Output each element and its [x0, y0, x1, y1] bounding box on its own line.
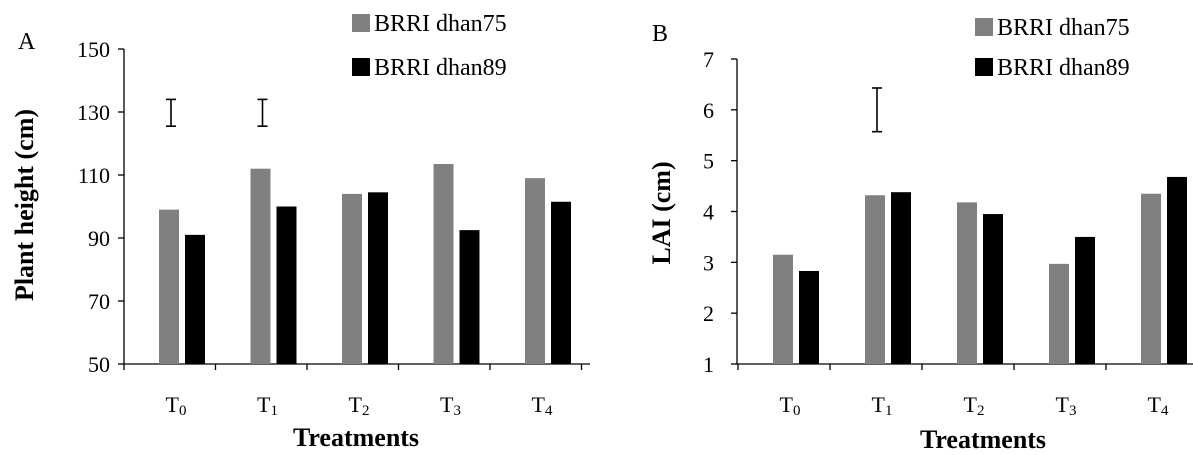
panel-label: A: [18, 29, 36, 55]
bar-series-2-t1: [891, 192, 911, 364]
y-tick-label: 3: [703, 250, 714, 275]
bar-series-2-t3: [1075, 236, 1095, 364]
x-tick-labels: T0 T1 T2 T3 T4: [166, 392, 553, 419]
x-tick-label: T1: [257, 392, 278, 419]
x-tick-label: T0: [166, 392, 187, 419]
error-bar-t0: [166, 98, 176, 127]
x-axis-title: Treatments: [920, 425, 1046, 454]
bar-series-2-t4: [1167, 176, 1187, 364]
error-bars: [166, 98, 268, 127]
x-tick-label: T3: [1056, 392, 1077, 419]
legend-label: BRRI dhan89: [997, 55, 1130, 81]
y-tick-label: 110: [78, 163, 110, 188]
y-tick-labels: 50 70 90 110 130 150: [77, 37, 110, 377]
bar-series-1-t4: [1141, 193, 1161, 364]
x-tick-labels: T0 T1 T2 T3 T4: [780, 392, 1169, 419]
legend-label: BRRI dhan75: [997, 15, 1130, 41]
y-tick-label: 4: [703, 200, 714, 225]
legend-swatch: [352, 58, 370, 76]
legend: BRRI dhan75 BRRI dhan89: [975, 15, 1130, 81]
y-tick-label: 7: [703, 47, 714, 72]
y-tick-label: 90: [88, 226, 110, 251]
y-tick-label: 5: [703, 149, 714, 174]
x-tick-label: T3: [440, 392, 461, 419]
bar-series-2-t0: [799, 270, 819, 364]
y-tick-label: 150: [77, 37, 110, 62]
panel-a: A 50 70 90 110 130 150 T0 T1 T2 T3 T4 BRRI dhan75…: [10, 11, 590, 452]
y-tick-labels: 1 2 3 4 5 6 7: [703, 47, 714, 377]
bar-series-2-t0: [185, 234, 205, 364]
bar-series-1-t2: [342, 193, 362, 364]
bar-series-1-t3: [1049, 263, 1069, 364]
bar-series-2-t3: [459, 230, 480, 364]
x-tick-label: T2: [964, 392, 985, 419]
legend: BRRI dhan75 BRRI dhan89: [352, 11, 507, 81]
x-tick-label: T2: [349, 392, 370, 419]
legend-label: BRRI dhan89: [374, 55, 507, 81]
y-tick-label: 1: [703, 352, 714, 377]
bar-series-1-t1: [250, 168, 271, 364]
legend-swatch: [352, 14, 370, 32]
x-tick-label: T1: [872, 392, 893, 419]
y-axis-title: LAI (cm): [647, 161, 676, 264]
y-tick-label: 6: [703, 98, 714, 123]
bar-series-1-t0: [773, 254, 793, 364]
bar-series-1-t3: [433, 163, 454, 364]
error-bar-t1: [872, 87, 882, 133]
x-tick-label: T4: [1148, 392, 1169, 419]
bar-series-1-t4: [525, 178, 545, 364]
legend-swatch: [975, 58, 993, 76]
y-tick-label: 50: [88, 352, 110, 377]
bars: [773, 176, 1187, 364]
error-bars: [872, 87, 882, 133]
x-axis-title: Treatments: [293, 423, 419, 452]
x-tick-label: T0: [780, 392, 801, 419]
x-tick-label: T4: [532, 392, 553, 419]
y-tick-label: 2: [703, 301, 714, 326]
bar-series-1-t2: [957, 202, 977, 364]
bar-series-2-t1: [276, 206, 297, 364]
bar-series-2-t2: [368, 192, 388, 364]
legend-swatch: [975, 18, 993, 36]
panel-label: B: [652, 21, 668, 47]
y-tick-label: 70: [88, 289, 110, 314]
bar-series-1-t1: [865, 195, 885, 364]
y-tick-label: 130: [77, 100, 110, 125]
legend-label: BRRI dhan75: [374, 11, 507, 37]
bar-series-2-t4: [551, 201, 571, 364]
y-axis-title: Plant height (cm): [10, 109, 39, 301]
bar-series-2-t2: [983, 214, 1003, 364]
bar-series-1-t0: [159, 209, 179, 364]
bars: [159, 163, 571, 364]
error-bar-t1: [257, 98, 268, 127]
